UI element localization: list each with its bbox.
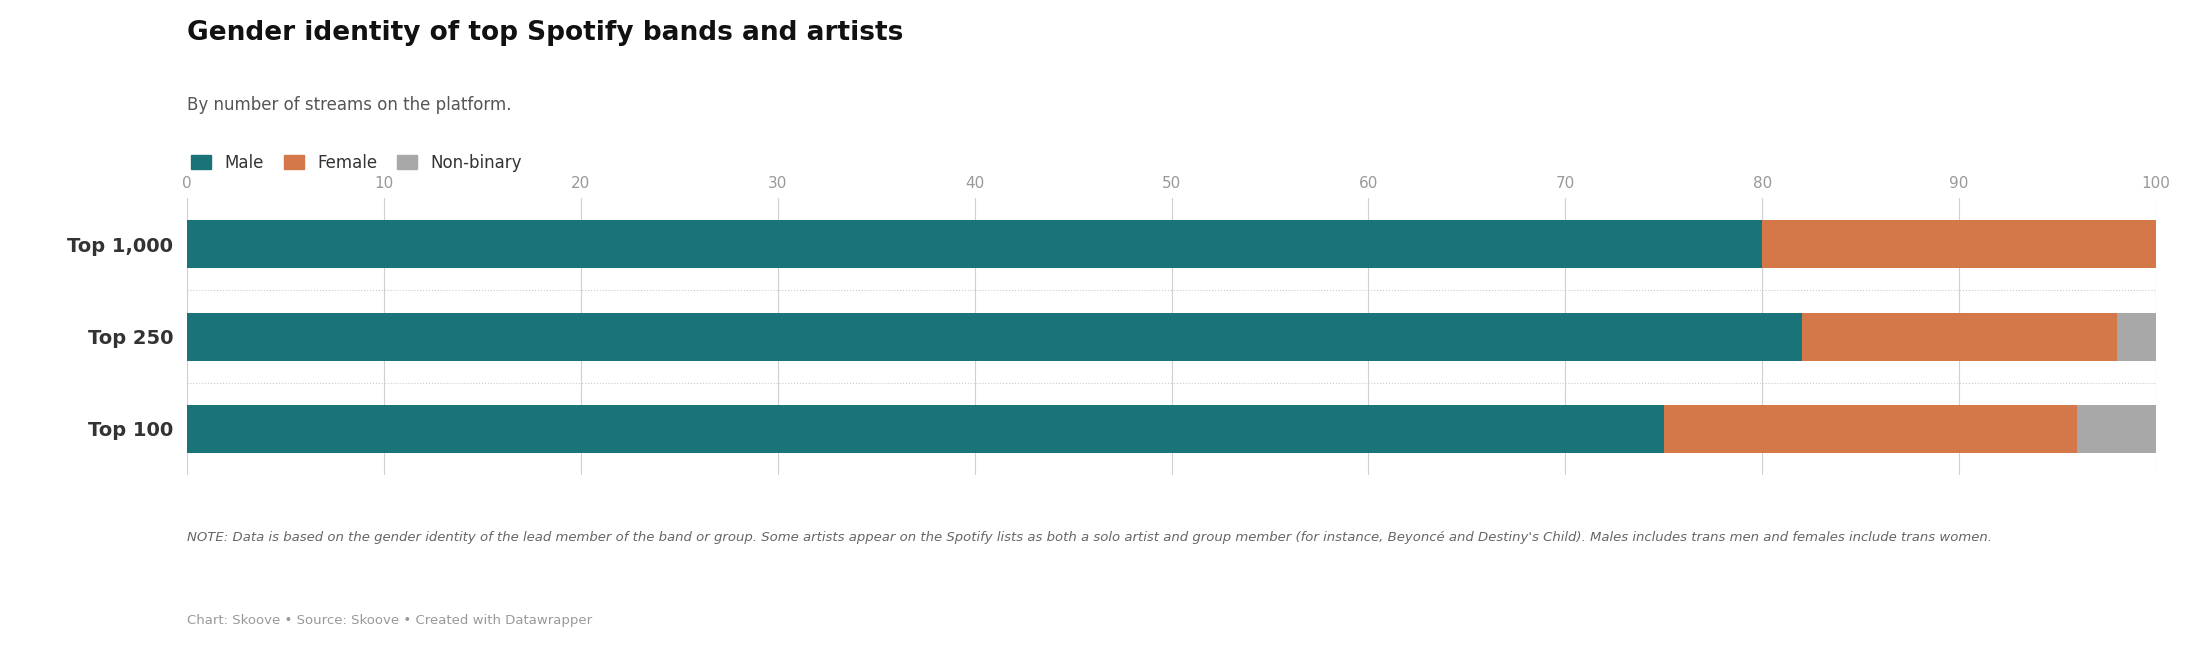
Bar [2077, 405, 2156, 453]
Text: Chart: Skoove • Source: Skoove • Created with Datawrapper: Chart: Skoove • Source: Skoove • Created… [187, 614, 592, 627]
Bar [187, 405, 1663, 453]
Legend: Male, Female, Non-binary: Male, Female, Non-binary [191, 154, 521, 172]
Bar [2116, 313, 2156, 360]
Bar [1762, 220, 2156, 268]
Text: NOTE: Data is based on the gender identity of the lead member of the band or gro: NOTE: Data is based on the gender identi… [187, 531, 1991, 544]
Text: Gender identity of top Spotify bands and artists: Gender identity of top Spotify bands and… [187, 20, 904, 46]
Text: By number of streams on the platform.: By number of streams on the platform. [187, 96, 510, 114]
Bar [187, 313, 1802, 360]
Bar [1663, 405, 2077, 453]
Bar [1802, 313, 2116, 360]
Bar [187, 220, 1762, 268]
